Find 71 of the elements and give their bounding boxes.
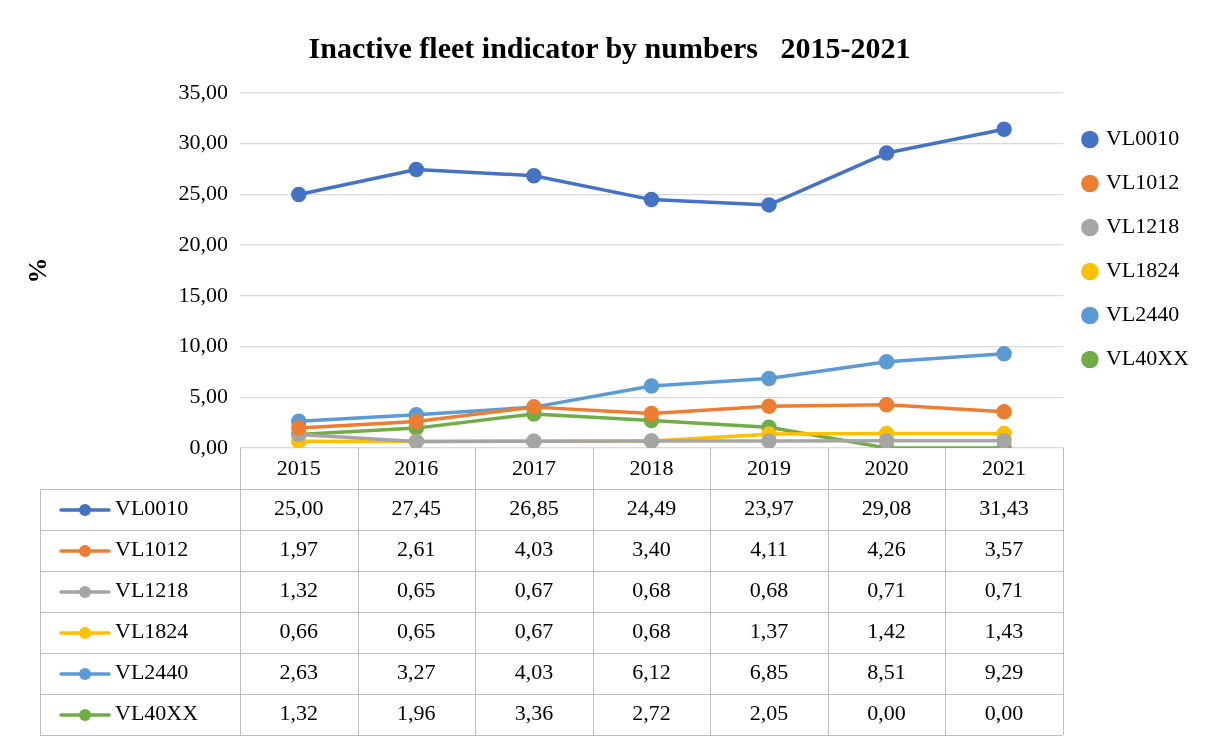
data-label: 31,43 <box>979 495 1029 521</box>
data-label: 9,29 <box>984 659 1024 685</box>
x-tick-label: 2015 <box>276 454 321 480</box>
y-tick-label: 20,00 <box>178 230 228 256</box>
data-label: 4,03 <box>514 536 554 562</box>
data-label: 27,45 <box>391 495 442 521</box>
data-label: 29,08 <box>861 495 912 521</box>
legend-label: VL1824 <box>1105 257 1180 283</box>
data-label: 4,03 <box>514 659 554 685</box>
y-tick-label: 35,00 <box>178 78 228 104</box>
data-label: 0,68 <box>632 618 671 644</box>
text: VL1012 <box>1105 169 1180 195</box>
data-label: 0,65 <box>397 577 436 603</box>
data-label: 1,42 <box>867 618 906 644</box>
data-label: 1,32 <box>279 577 319 603</box>
data-label: 26,85 <box>509 495 559 521</box>
data-label: 0,67 <box>514 618 554 644</box>
data-label: 3,40 <box>632 536 671 562</box>
y-tick-label: 5,00 <box>189 383 228 409</box>
data-label: 1,32 <box>279 700 319 726</box>
data-label: 3,36 <box>514 700 554 726</box>
data-label: 0,71 <box>984 577 1024 603</box>
data-label: 0,65 <box>397 618 436 644</box>
text: VL2440 <box>115 659 189 685</box>
y-tick-label: 30,00 <box>178 129 228 155</box>
data-label: 0,68 <box>749 577 789 603</box>
x-tick-label: 2019 <box>747 454 792 480</box>
x-tick-label: 2017 <box>511 454 556 480</box>
legend-label: VL40XX <box>1105 345 1190 371</box>
data-label: 0,71 <box>867 577 906 603</box>
data-label: 4,11 <box>750 536 788 562</box>
data-label: 0,66 <box>279 618 319 644</box>
data-label: 2,63 <box>279 659 319 685</box>
text: VL1824 <box>115 618 189 644</box>
data-label: 2,05 <box>749 700 789 726</box>
data-label: 1,96 <box>397 700 436 726</box>
data-label: 0,00 <box>867 700 906 726</box>
legend-label: VL1218 <box>115 577 189 603</box>
data-label: 0,68 <box>632 577 671 603</box>
y-tick-label: 15,00 <box>178 281 228 307</box>
y-tick-label: 10,00 <box>178 332 228 358</box>
data-label: 0,67 <box>514 577 554 603</box>
data-label: 2,72 <box>632 700 671 726</box>
data-label: 3,27 <box>397 659 436 685</box>
y-tick-label: 25,00 <box>178 180 228 206</box>
data-label: 6,85 <box>749 659 789 685</box>
y-axis-title: % <box>23 257 53 284</box>
data-label: 4,26 <box>867 536 906 562</box>
y-tick-label: 0,00 <box>189 433 228 459</box>
data-label: 24,49 <box>626 495 677 521</box>
legend-label: VL0010 <box>1105 125 1180 151</box>
data-label: 1,97 <box>279 536 319 562</box>
data-label: 1,37 <box>749 618 789 644</box>
x-tick-label: 2016 <box>394 454 439 480</box>
x-tick-label: 2020 <box>864 454 909 480</box>
data-label: 25,00 <box>274 495 324 521</box>
data-label: 8,51 <box>867 659 906 685</box>
data-label: 1,43 <box>984 618 1024 644</box>
data-label: 23,97 <box>744 495 794 521</box>
text: VL40XX <box>115 700 199 726</box>
data-label: 3,57 <box>984 536 1024 562</box>
chart-title: Inactive fleet indicator by numbers 2015-2021 <box>308 30 911 64</box>
x-tick-label: 2021 <box>982 454 1027 480</box>
x-tick-label: 2018 <box>629 454 674 480</box>
data-label: 6,12 <box>632 659 671 685</box>
legend-label: VL1012 <box>115 536 189 562</box>
legend-label: VL2440 <box>1105 301 1180 327</box>
text: VL0010 <box>115 495 189 521</box>
text: VL1218 <box>1105 213 1180 239</box>
data-label: 0,00 <box>984 700 1024 726</box>
data-label: 2,61 <box>397 536 436 562</box>
